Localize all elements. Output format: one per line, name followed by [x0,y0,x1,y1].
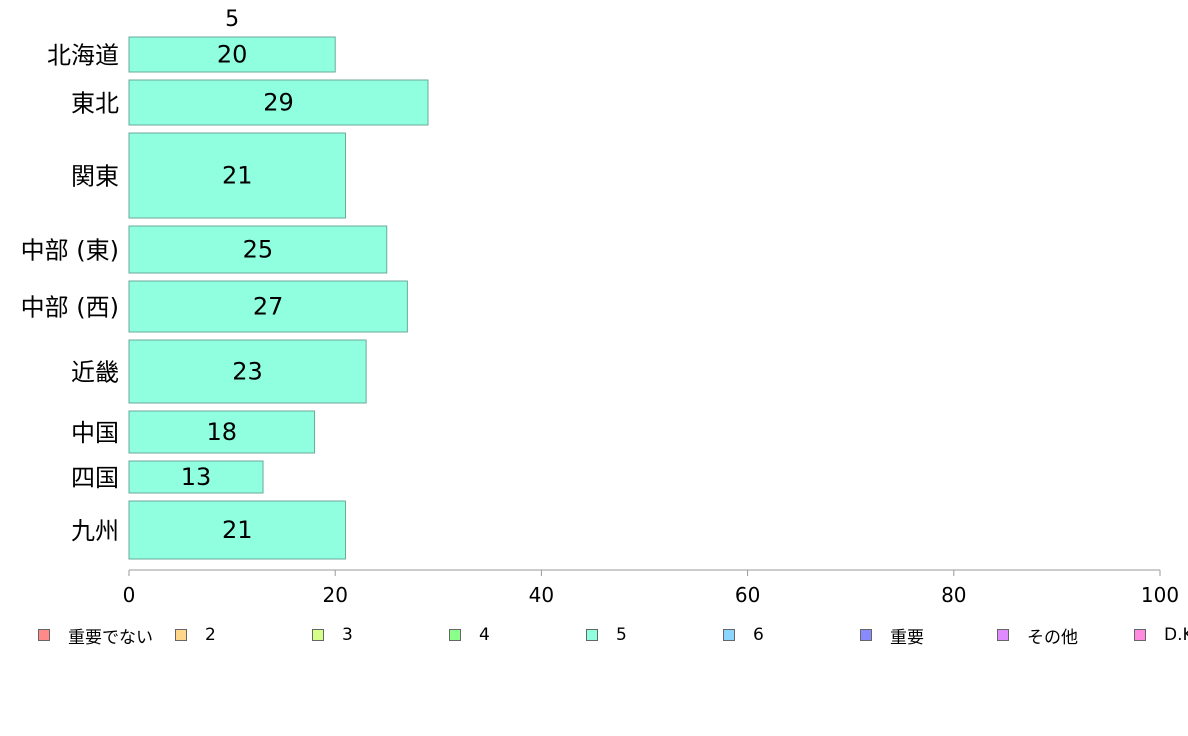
category-label: 中部 (西) [21,294,119,322]
legend-item: 6 [723,624,764,646]
bar-value-label: 25 [243,236,274,264]
bar-value-label: 21 [222,516,253,544]
bar-5 [128,280,408,333]
series-top-label: 5 [225,7,239,32]
legend-label: 2 [205,625,216,645]
category-label: 近畿 [71,359,119,387]
category-label: 中国 [71,419,119,447]
x-tick-label: 60 [735,583,760,607]
bar-value-label: 13 [181,463,212,491]
bar-4 [128,225,388,274]
legend-item: 2 [175,624,216,646]
legend-item: 5 [586,624,627,646]
legend-label: 重要 [890,627,924,648]
category-label: 関東 [71,163,119,191]
category-label: 四国 [71,464,119,492]
legend-item: 重要 [860,624,924,648]
legend-label: D.K. [1164,625,1188,645]
x-tick-label: 80 [941,583,966,607]
bar-6 [128,339,367,404]
legend-swatch [997,629,1009,641]
legend-label: 5 [616,625,627,645]
bar-3 [128,132,347,219]
bar-value-label: 27 [253,293,284,321]
bar-value-label: 23 [232,358,263,386]
legend-item: 4 [449,624,490,646]
x-tick-label: 0 [123,583,136,607]
legend-swatch [312,629,324,641]
legend-item: その他 [997,624,1078,648]
legend-swatch [860,629,872,641]
legend-swatch [1134,629,1146,641]
legend-label: その他 [1027,627,1078,648]
bar-1 [128,36,336,73]
legend-label: 4 [479,625,490,645]
bar-7 [128,410,316,454]
chart-legend: 重要でない 2 3 4 5 6 重要 その他 D.K. [38,624,1188,648]
legend-label: 3 [342,625,353,645]
legend-swatch [586,629,598,641]
legend-item: 重要でない [38,624,153,648]
bar-value-label: 18 [207,418,238,446]
bar-2 [128,79,429,126]
x-tick-label: 20 [322,583,347,607]
category-label: 中部 (東) [21,237,119,265]
legend-swatch [449,629,461,641]
bar-value-label: 29 [263,89,294,117]
x-tick-label: 40 [529,583,554,607]
category-label: 九州 [71,517,119,545]
bar-value-label: 20 [217,41,248,69]
bar-chart: 5 20 北海道 29 東北 21 関東 25 中部 (東) 27 中部 (西) 23 近畿 18 中国 13… [21,7,1179,607]
legend-label: 6 [753,625,764,645]
category-label: 北海道 [47,42,119,70]
legend-swatch [38,629,50,641]
legend-swatch [723,629,735,641]
category-label: 東北 [71,90,119,118]
legend-swatch [175,629,187,641]
legend-item: D.K. [1134,624,1188,646]
bar-8 [128,460,264,494]
bar-9 [128,500,347,560]
legend-item: 3 [312,624,353,646]
legend-label: 重要でない [68,627,153,648]
bar-value-label: 21 [222,162,253,190]
x-tick-label: 100 [1141,583,1179,607]
